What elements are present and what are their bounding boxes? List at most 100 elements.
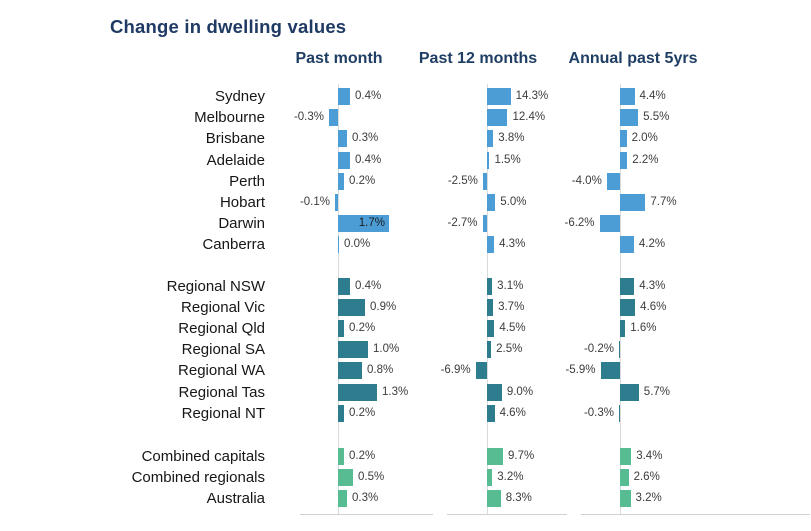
value-label: -0.3% [583,406,614,419]
value-label: 1.0% [373,343,400,356]
value-label: 3.1% [497,279,524,292]
value-label: 14.3% [515,90,549,102]
bar [338,172,344,190]
value-label: 1.5% [494,153,521,166]
row-label: Darwin [218,215,265,233]
value-label: 4.3% [639,279,666,292]
value-label: 0.2% [349,321,376,334]
bar [487,404,495,422]
value-label: -6.9% [440,364,471,377]
value-label: -4.0% [571,174,602,187]
bar [338,277,350,295]
bar [487,319,495,337]
bar [619,404,620,422]
value-label: 2.5% [496,343,523,356]
bar [619,341,620,359]
value-label: -5.9% [565,364,596,377]
bar [475,362,487,380]
value-label: 0.3% [352,132,379,145]
value-label: 9.0% [506,385,534,398]
bar [338,319,344,337]
bar [487,130,494,148]
value-label: 0.8% [367,364,394,377]
value-label: -0.1% [299,196,330,208]
bar [338,298,365,316]
bar [620,448,632,465]
column-header-past-month: Past month [295,50,383,67]
value-label: 3.7% [498,300,525,313]
value-label: 3.2% [497,471,524,484]
row-label: Melbourne [194,109,265,127]
bar [487,277,493,295]
bar [487,298,494,316]
value-label: 0.9% [370,300,397,313]
bar [620,109,639,127]
bar [620,490,631,508]
bar [329,109,338,127]
bar [487,383,502,401]
row-label: Australia [206,490,265,508]
value-label: 1.3% [382,385,409,398]
row-label: Sydney [214,88,265,105]
value-label: 2.6% [633,471,660,484]
bar [487,490,501,508]
row-label: Adelaide [206,151,265,169]
baseline [447,514,567,515]
bar [487,469,493,487]
bar [620,130,627,148]
baseline [581,514,810,515]
bar [482,172,487,190]
bar [338,236,339,254]
bar [620,151,628,169]
bar [338,362,362,380]
value-label: 0.5% [358,471,385,484]
value-label: -2.5% [447,174,478,187]
value-label: 5.7% [643,385,671,398]
row-label: Regional NSW [166,277,265,295]
row-label: Perth [229,172,265,190]
value-label: -0.3% [293,111,324,124]
bar [620,194,646,211]
value-label: 4.3% [499,238,526,251]
bar [599,215,620,233]
value-label: 1.7% [358,217,385,230]
bar [338,215,389,233]
value-label: 9.7% [508,450,535,462]
bar [620,319,626,337]
value-label: 4.6% [640,300,667,313]
value-label: 0.0% [344,238,371,251]
row-label: Combined regionals [131,469,265,487]
value-label: 4.5% [499,321,526,334]
value-label: 0.4% [355,279,382,292]
bar [620,88,635,105]
bar [487,448,503,465]
bar [335,194,338,211]
bar [487,236,495,254]
bar [620,236,634,254]
bar [338,130,347,148]
bar [620,277,635,295]
bar [482,215,487,233]
value-label: 0.2% [349,406,376,419]
row-label: Brisbane [205,130,265,148]
row-label: Combined capitals [141,448,265,465]
row-label: Hobart [219,194,265,211]
value-label: 8.3% [505,492,532,505]
bar [606,172,620,190]
value-label: 0.2% [349,450,376,462]
bar [338,490,347,508]
bar [338,341,368,359]
bar [338,469,353,487]
column-header-past-12-months: Past 12 months [418,50,538,67]
value-label: 7.7% [650,196,677,208]
row-label: Regional Tas [178,383,265,401]
bar [338,448,344,465]
value-label: 3.4% [636,450,663,462]
bar [487,109,508,127]
column-header-annual-past-5yrs: Annual past 5yrs [568,50,698,67]
bar [487,194,496,211]
value-label: 5.0% [500,196,527,208]
bar [338,404,344,422]
value-label: 4.6% [499,406,526,419]
